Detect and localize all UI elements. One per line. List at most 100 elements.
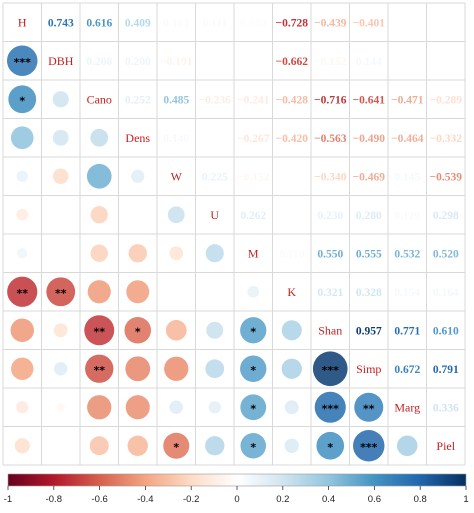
correlation-circle [54,362,68,376]
coefficient-label: 0.140 [163,133,189,145]
correlation-circle [284,400,299,415]
variable-label: Cano [87,92,112,106]
coefficient-label: 0.200 [125,56,151,68]
coefficient-label: 0.280 [356,210,382,222]
correlation-circle [169,400,183,414]
correlation-circle [87,280,111,304]
significance-label: ** [93,325,105,338]
correlation-circle [87,395,112,420]
variable-label: Piel [436,439,455,453]
coefficient-label: 0.262 [240,210,266,222]
coefficient-label: 0.616 [86,17,112,29]
correlation-circle [169,246,184,261]
coefficient-label: −0.267 [237,133,270,145]
significance-label: * [19,94,25,107]
coefficient-label: 0.555 [356,248,382,260]
coefficient-label: 0.120 [394,210,420,222]
correlation-circle [124,316,152,344]
coefficient-label: 0.145 [394,171,420,183]
significance-label: ** [93,364,105,377]
correlation-circle [126,280,150,304]
variable-label: U [210,208,219,222]
coefficient-label: −0.439 [314,17,347,29]
coefficient-label: 0.610 [433,325,459,337]
variable-label: DBH [48,54,74,68]
correlation-circle [284,438,299,453]
correlation-circle [90,244,108,262]
correlation-circle [240,394,267,421]
coefficient-label: 0.321 [317,287,343,299]
coefficient-label: 0.520 [433,248,459,260]
significance-label: ** [16,287,28,300]
correlation-circle [7,276,38,307]
correlation-circle [205,244,224,263]
correlation-circle [312,351,348,387]
grid [2,2,466,466]
correlation-circle [396,435,418,457]
colorbar-tick-label: 0.6 [368,494,381,505]
coefficient-label: −0.728 [276,17,309,29]
colorbar-tick-label: 0.4 [322,494,335,505]
coefficient-label: 0.144 [356,56,382,68]
colorbar-tick-label: -0.8 [46,494,62,505]
variable-label: W [171,169,183,183]
correlation-circle [281,358,302,379]
coefficient-label: 0.328 [356,287,382,299]
correlation-circle [208,401,221,414]
correlation-circle [14,438,30,454]
correlation-circle [90,128,109,147]
correlation-circle [16,170,28,182]
colorbar-tick-label: 1 [463,494,468,505]
variable-label: Marg [394,400,420,414]
coefficient-label: −0.471 [391,94,424,106]
correlation-circle [8,85,37,114]
coefficient-label: −0.191 [160,56,193,68]
significance-label: *** [322,402,340,415]
correlation-circle [164,356,189,381]
correlation-circle [90,206,108,224]
correlation-circle [165,319,187,341]
correlation-circle [314,391,346,423]
correlation-circle [86,163,112,189]
coefficient-label: −0.152 [237,171,270,183]
coefficient-label: −0.464 [391,133,424,145]
significance-label: ** [363,402,375,415]
significance-label: *** [322,364,340,377]
coefficient-label: −0.469 [353,171,386,183]
correlation-circle [52,129,69,146]
coefficient-label: 0.111 [202,17,227,29]
coefficient-label: 0.208 [86,56,112,68]
coefficient-label: 0.252 [125,94,151,106]
correlation-circle [354,392,384,422]
coefficient-label: −0.241 [237,94,270,106]
correlation-circle [10,318,34,342]
coefficient-label: −0.340 [314,171,347,183]
coefficient-label: −0.332 [430,133,463,145]
variable-label: Simp [356,362,381,376]
colorbar-tick-label: 0 [234,494,239,505]
coefficient-label: 0.409 [125,17,151,29]
coefficient-label: −0.152 [314,56,347,68]
significance-label: ** [55,287,67,300]
significance-label: * [250,325,256,338]
coefficient-label: 0.532 [394,248,420,260]
significance-label: * [250,441,256,454]
correlation-circle [89,436,109,456]
coefficient-label: 0.485 [163,94,189,106]
colorbar-tick-label: -0.2 [183,494,199,505]
colorbar-tick-label: -1 [4,494,12,505]
correlation-circle [56,403,65,412]
correlation-circle [352,429,385,462]
correlation-circle [240,355,267,382]
significance-label: * [173,441,179,454]
coefficient-label: 0.101 [163,17,189,29]
correlation-circle [127,435,148,456]
variable-label: H [18,15,27,29]
correlation-circle [205,436,225,456]
correlation-circle [125,356,151,382]
correlation-circle [316,431,345,460]
correlation-circle [85,354,114,383]
correlation-circle [240,432,267,459]
correlation-circle [46,277,76,307]
